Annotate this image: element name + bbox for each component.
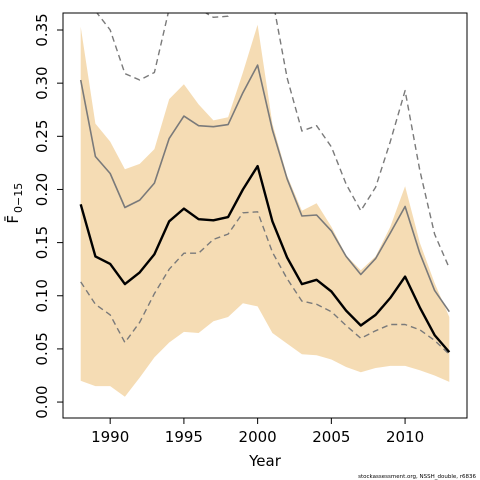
y-tick-label-3: 0.15 [33, 226, 51, 259]
y-tick-label-5: 0.25 [33, 120, 51, 153]
confidence-band [80, 24, 450, 397]
plot-frame [62, 12, 468, 419]
plot-layer [79, 13, 451, 397]
retro-upper-dashed-line [96, 13, 450, 269]
y-axis-title-subscript: 0−15 [12, 183, 25, 213]
y-tick-label-1: 0.05 [33, 332, 51, 365]
x-axis: 1990 1995 2000 2005 2010 [91, 418, 424, 446]
x-tick-label-2000: 2000 [239, 428, 277, 446]
x-tick-label-1995: 1995 [165, 428, 203, 446]
y-tick-label-4: 0.20 [33, 173, 51, 206]
x-tick-label-2010: 2010 [386, 428, 424, 446]
x-tick-label-2005: 2005 [312, 428, 350, 446]
y-tick-label-6: 0.30 [33, 66, 51, 99]
x-axis-title: Year [248, 452, 282, 470]
y-tick-label-0: 0.00 [33, 385, 51, 418]
y-tick-label-2: 0.10 [33, 279, 51, 312]
y-tick-label-7: 0.35 [33, 13, 51, 46]
credit-text: stockassessment.org, NSSH_double, r6836 [358, 474, 476, 480]
y-axis-title-main: F̄ [3, 215, 22, 224]
retro-estimate-line [79, 64, 450, 313]
y-axis: 0.00 0.05 0.10 0.15 0.20 0.25 0.30 0.35 [33, 13, 63, 419]
y-axis-title: F̄ 0−15 [3, 183, 25, 224]
x-tick-label-1990: 1990 [91, 428, 129, 446]
estimate-line [79, 164, 451, 353]
